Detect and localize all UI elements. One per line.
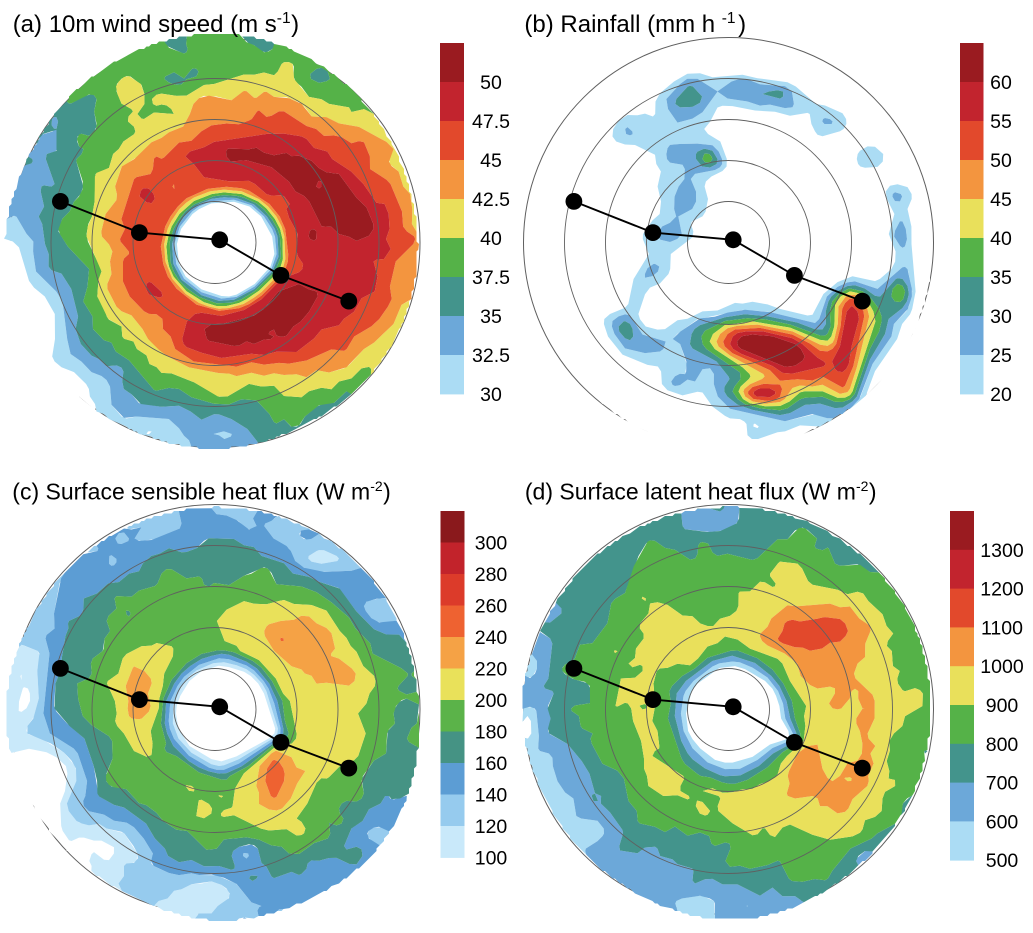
svg-text:32.5: 32.5 bbox=[472, 345, 510, 367]
svg-text:40: 40 bbox=[480, 228, 502, 250]
svg-text:50: 50 bbox=[480, 72, 502, 94]
svg-text:100: 100 bbox=[475, 848, 508, 870]
svg-text:(d) Surface latent heat flux (: (d) Surface latent heat flux (W m-2) bbox=[525, 478, 877, 505]
svg-text:1100: 1100 bbox=[981, 617, 1023, 639]
svg-text:(a) 10m wind speed (m s-1): (a) 10m wind speed (m s-1) bbox=[13, 10, 299, 38]
svg-text:180: 180 bbox=[475, 722, 508, 744]
svg-text:1000: 1000 bbox=[980, 656, 1024, 678]
svg-text:(b) Rainfall (mm h -1): (b) Rainfall (mm h -1) bbox=[524, 10, 746, 38]
svg-text:20: 20 bbox=[990, 384, 1012, 406]
svg-text:200: 200 bbox=[475, 690, 508, 712]
svg-text:120: 120 bbox=[475, 816, 508, 838]
svg-text:260: 260 bbox=[475, 596, 508, 618]
svg-text:900: 900 bbox=[986, 695, 1019, 717]
svg-text:25: 25 bbox=[990, 345, 1012, 367]
svg-text:35: 35 bbox=[480, 306, 502, 328]
svg-text:35: 35 bbox=[990, 267, 1012, 289]
svg-text:42.5: 42.5 bbox=[472, 189, 510, 211]
svg-text:60: 60 bbox=[990, 72, 1012, 94]
svg-text:160: 160 bbox=[475, 753, 508, 775]
svg-text:30: 30 bbox=[480, 384, 502, 406]
svg-text:300: 300 bbox=[475, 533, 508, 555]
svg-text:1200: 1200 bbox=[980, 579, 1024, 601]
svg-text:280: 280 bbox=[475, 564, 508, 586]
svg-text:500: 500 bbox=[986, 850, 1019, 872]
svg-text:45: 45 bbox=[990, 189, 1012, 211]
svg-text:800: 800 bbox=[986, 734, 1019, 756]
svg-text:140: 140 bbox=[475, 785, 508, 807]
svg-text:(c) Surface sensible heat flux: (c) Surface sensible heat flux (W m-2) bbox=[12, 478, 391, 505]
svg-text:240: 240 bbox=[475, 627, 508, 649]
svg-text:45: 45 bbox=[480, 150, 502, 172]
svg-text:700: 700 bbox=[986, 773, 1019, 795]
svg-text:37.5: 37.5 bbox=[472, 267, 510, 289]
svg-text:220: 220 bbox=[475, 659, 508, 681]
svg-text:55: 55 bbox=[990, 111, 1012, 133]
svg-text:50: 50 bbox=[990, 150, 1012, 172]
svg-text:30: 30 bbox=[990, 306, 1012, 328]
svg-text:47.5: 47.5 bbox=[472, 111, 510, 133]
svg-text:1300: 1300 bbox=[980, 540, 1024, 562]
svg-text:40: 40 bbox=[990, 228, 1012, 250]
svg-text:600: 600 bbox=[986, 811, 1019, 833]
